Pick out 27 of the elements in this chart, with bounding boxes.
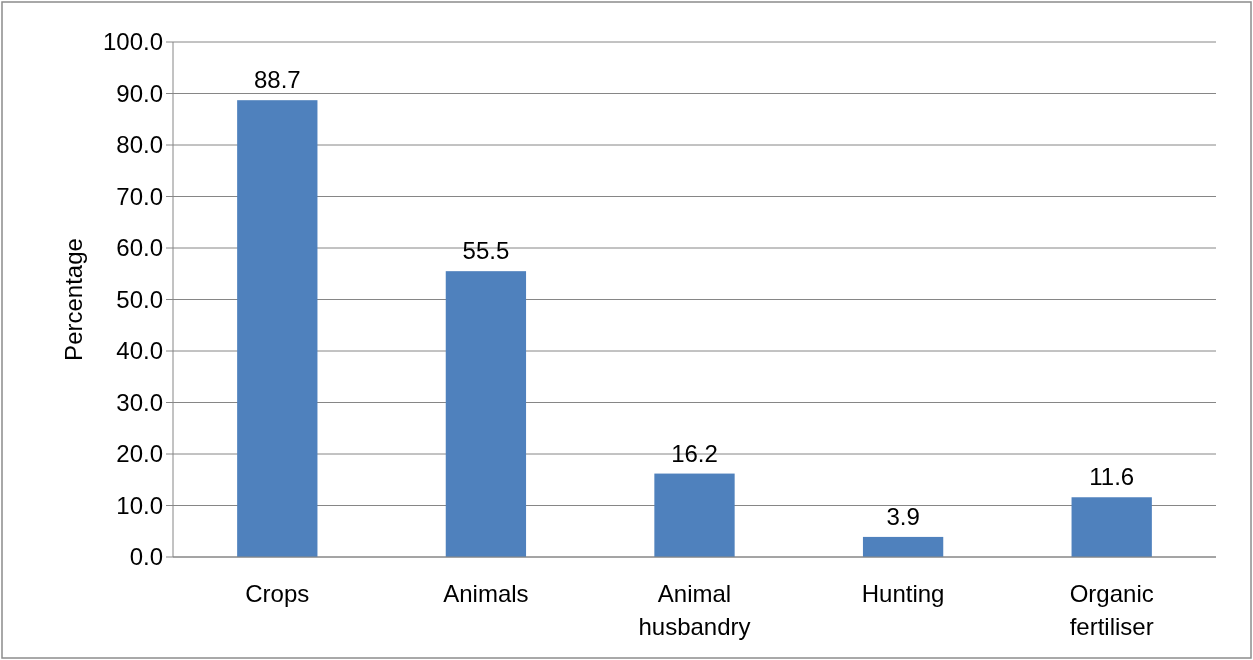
data-label: 3.9 — [886, 502, 920, 530]
y-tick-label: 70.0 — [116, 182, 163, 210]
x-tick-label: Crops — [245, 580, 310, 607]
x-tick-label: Hunting — [861, 580, 945, 607]
data-label: 11.6 — [1089, 463, 1135, 491]
y-axis-title: Percentage — [60, 238, 87, 361]
data-label: 88.7 — [253, 66, 301, 94]
y-tick-label: 40.0 — [116, 337, 163, 365]
data-label: 55.5 — [462, 237, 510, 265]
y-tick-label: 30.0 — [116, 388, 163, 416]
data-label: 16.2 — [671, 439, 718, 467]
bar — [445, 271, 527, 557]
y-tick-label: 60.0 — [116, 234, 163, 262]
y-tick-label: 10.0 — [116, 491, 163, 519]
y-tick-label: 90.0 — [116, 79, 163, 107]
x-tick-label: Animals — [443, 580, 529, 607]
x-tick-label: Organic fertiliser — [1069, 580, 1154, 640]
bar — [1071, 497, 1152, 557]
bar — [237, 100, 318, 557]
bar — [862, 536, 944, 557]
y-tick-label: 80.0 — [116, 131, 163, 159]
y-tick-label: 20.0 — [116, 440, 163, 468]
y-tick-label: 0.0 — [129, 543, 163, 571]
bar — [654, 473, 735, 557]
y-tick-label: 100.0 — [102, 28, 163, 56]
y-tick-label: 50.0 — [116, 285, 163, 313]
x-tick-label: Animal husbandry — [638, 580, 751, 640]
